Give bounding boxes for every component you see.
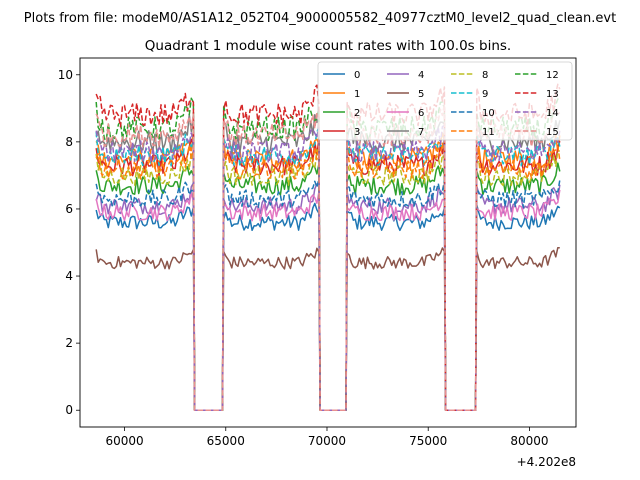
legend-label: 3 [354,127,360,138]
series-line-5 [95,246,560,411]
legend-label: 13 [546,89,559,100]
x-tick-label: 80000 [510,434,548,448]
x-tick-label: 70000 [308,434,346,448]
series-line-6 [95,189,561,411]
x-tick-label: 65000 [207,434,245,448]
series-line-4 [95,182,561,411]
x-tick-label: 75000 [409,434,447,448]
legend-label: 12 [546,70,559,81]
series-line-10 [95,178,561,411]
legend-label: 14 [546,108,559,119]
series-line-14 [95,123,561,411]
series-line-11 [95,142,561,411]
legend-label: 15 [546,127,559,138]
y-tick-label: 2 [65,336,73,350]
y-tick-label: 0 [65,403,73,417]
legend-label: 11 [482,127,495,138]
legend-label: 10 [482,108,495,119]
series-line-8 [95,149,561,411]
legend-label: 8 [482,70,488,81]
x-axis: 60000 65000 70000 75000 80000 [105,427,549,448]
x-offset-label: +4.202e8 [517,455,576,469]
y-tick-label: 6 [65,202,73,216]
legend-label: 4 [418,70,424,81]
legend-label: 0 [354,70,360,81]
chart-suptitle: Plots from file: modeM0/AS1A12_052T04_90… [24,11,616,26]
legend-label: 5 [418,89,424,100]
plot-area-frame [79,57,577,428]
legend-label: 7 [418,127,424,138]
y-tick-label: 10 [58,68,73,82]
y-tick-label: 4 [65,269,73,283]
legend-frame [317,61,573,141]
x-tick-label: 60000 [105,434,143,448]
series-line-9 [95,126,561,411]
chart-title: Quadrant 1 module wise count rates with … [145,38,511,54]
legend-label: 6 [418,108,424,119]
y-tick-label: 8 [65,135,73,149]
legend-label: 1 [354,89,360,100]
legend-label: 9 [482,89,488,100]
y-axis: 0 2 4 6 8 10 [58,68,80,417]
legend-label: 2 [354,108,360,119]
series-line-2 [95,162,561,411]
